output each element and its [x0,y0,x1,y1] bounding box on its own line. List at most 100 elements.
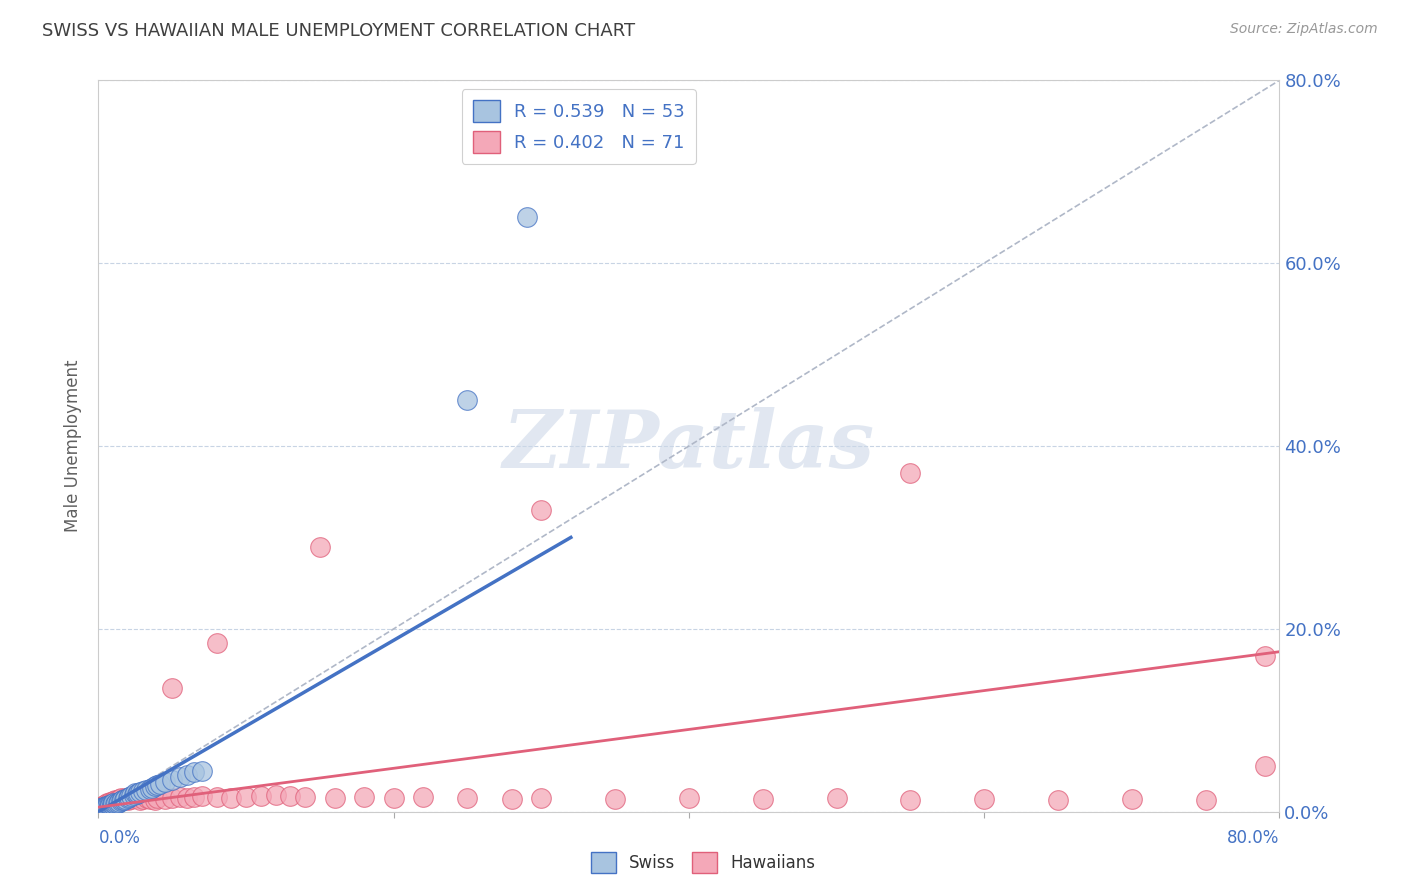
Point [108,792,131,806]
Point [1254,759,1277,773]
Point [153,792,176,806]
Point [1121,792,1143,806]
Point [90,801,112,815]
Point [176,768,198,782]
Point [96,799,118,814]
Point [278,789,302,804]
Point [323,791,346,805]
Text: 0.0%: 0.0% [98,829,141,847]
Point [122,789,145,803]
Point [93,801,115,815]
Point [153,775,176,789]
Point [93,800,115,814]
Point [900,467,922,481]
Point [94,799,117,814]
Point [235,790,257,805]
Point [162,681,183,696]
Point [169,770,191,784]
Point [107,796,129,810]
Point [93,800,115,814]
Point [456,393,478,408]
Point [751,792,773,806]
Point [501,792,523,806]
Point [105,794,128,808]
Point [219,791,242,805]
Point [117,793,139,807]
Point [107,793,129,807]
Point [97,798,120,813]
Point [93,798,115,813]
Point [973,792,995,806]
Point [136,791,159,805]
Point [110,791,132,805]
Point [91,799,114,814]
Point [104,793,127,807]
Point [141,780,163,795]
Text: 80.0%: 80.0% [1227,829,1279,847]
Point [114,791,136,805]
Point [91,800,114,814]
Text: SWISS VS HAWAIIAN MALE UNEMPLOYMENT CORRELATION CHART: SWISS VS HAWAIIAN MALE UNEMPLOYMENT CORR… [42,22,636,40]
Point [135,782,157,797]
Point [309,540,332,554]
Point [100,796,122,810]
Point [114,792,136,806]
Point [120,792,142,806]
Point [103,798,125,813]
Point [94,799,117,814]
Y-axis label: Male Unemployment: Male Unemployment [65,359,83,533]
Point [124,787,146,801]
Point [111,793,134,807]
Point [183,790,205,805]
Point [900,793,922,807]
Point [98,797,121,811]
Text: ZIPatlas: ZIPatlas [503,408,875,484]
Point [96,800,118,814]
Point [94,801,117,815]
Point [117,791,139,805]
Point [97,800,120,814]
Point [456,791,478,805]
Point [205,790,228,805]
Point [191,789,214,804]
Point [176,791,198,805]
Point [139,781,162,796]
Point [103,797,125,811]
Point [97,796,120,810]
Point [605,792,627,806]
Point [90,800,112,814]
Point [143,779,166,793]
Point [98,798,121,813]
Point [1195,793,1218,807]
Point [110,794,132,808]
Point [94,800,117,814]
Point [1046,793,1069,807]
Point [96,798,118,813]
Point [90,802,112,816]
Point [146,791,169,805]
Point [91,801,114,815]
Point [825,791,848,805]
Point [382,791,405,805]
Point [183,765,205,780]
Point [112,793,135,807]
Legend: R = 0.539   N = 53, R = 0.402   N = 71: R = 0.539 N = 53, R = 0.402 N = 71 [461,89,696,164]
Point [169,790,191,805]
Point [94,797,117,812]
Point [89,802,111,816]
Point [1254,649,1277,664]
Text: Source: ZipAtlas.com: Source: ZipAtlas.com [1230,22,1378,37]
Point [108,795,131,809]
Point [104,797,127,812]
Point [96,797,118,811]
Point [91,802,114,816]
Point [98,799,121,814]
Point [100,799,122,814]
Point [353,790,375,805]
Point [264,789,287,803]
Point [515,211,537,225]
Point [97,797,120,812]
Point [530,503,553,517]
Point [143,793,166,807]
Point [124,791,146,805]
